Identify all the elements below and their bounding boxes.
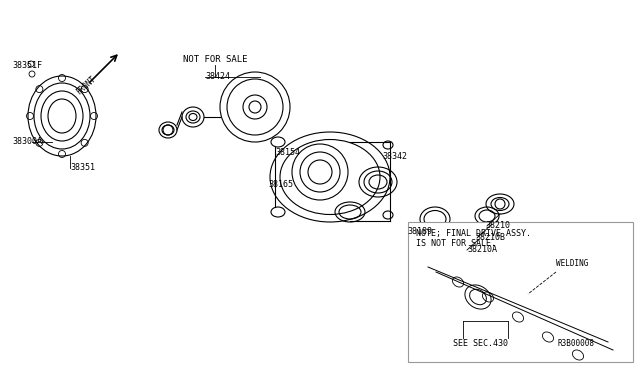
Text: 38351: 38351 <box>70 163 95 172</box>
Text: 38210B: 38210B <box>475 233 505 242</box>
Text: 38210: 38210 <box>485 221 510 230</box>
Text: 38189: 38189 <box>407 227 432 236</box>
Text: 38342: 38342 <box>382 152 407 161</box>
Text: 38210A: 38210A <box>467 245 497 254</box>
Bar <box>408 222 633 362</box>
Text: R3B00008: R3B00008 <box>558 339 595 348</box>
Text: 38154: 38154 <box>275 148 300 157</box>
Text: FRONT: FRONT <box>74 74 97 96</box>
Text: 38424: 38424 <box>205 72 230 81</box>
Text: NOTE; FINAL DRIVE ASSY.: NOTE; FINAL DRIVE ASSY. <box>416 229 531 238</box>
Text: NOT FOR SALE: NOT FOR SALE <box>183 55 247 64</box>
Text: 38351F: 38351F <box>12 61 42 70</box>
Text: IS NOT FOR SALE.: IS NOT FOR SALE. <box>416 239 496 248</box>
Text: SEE SEC.430: SEE SEC.430 <box>453 339 508 348</box>
Text: 38300A: 38300A <box>12 137 42 146</box>
Text: WELDING: WELDING <box>556 259 588 268</box>
Text: 38165: 38165 <box>268 180 293 189</box>
